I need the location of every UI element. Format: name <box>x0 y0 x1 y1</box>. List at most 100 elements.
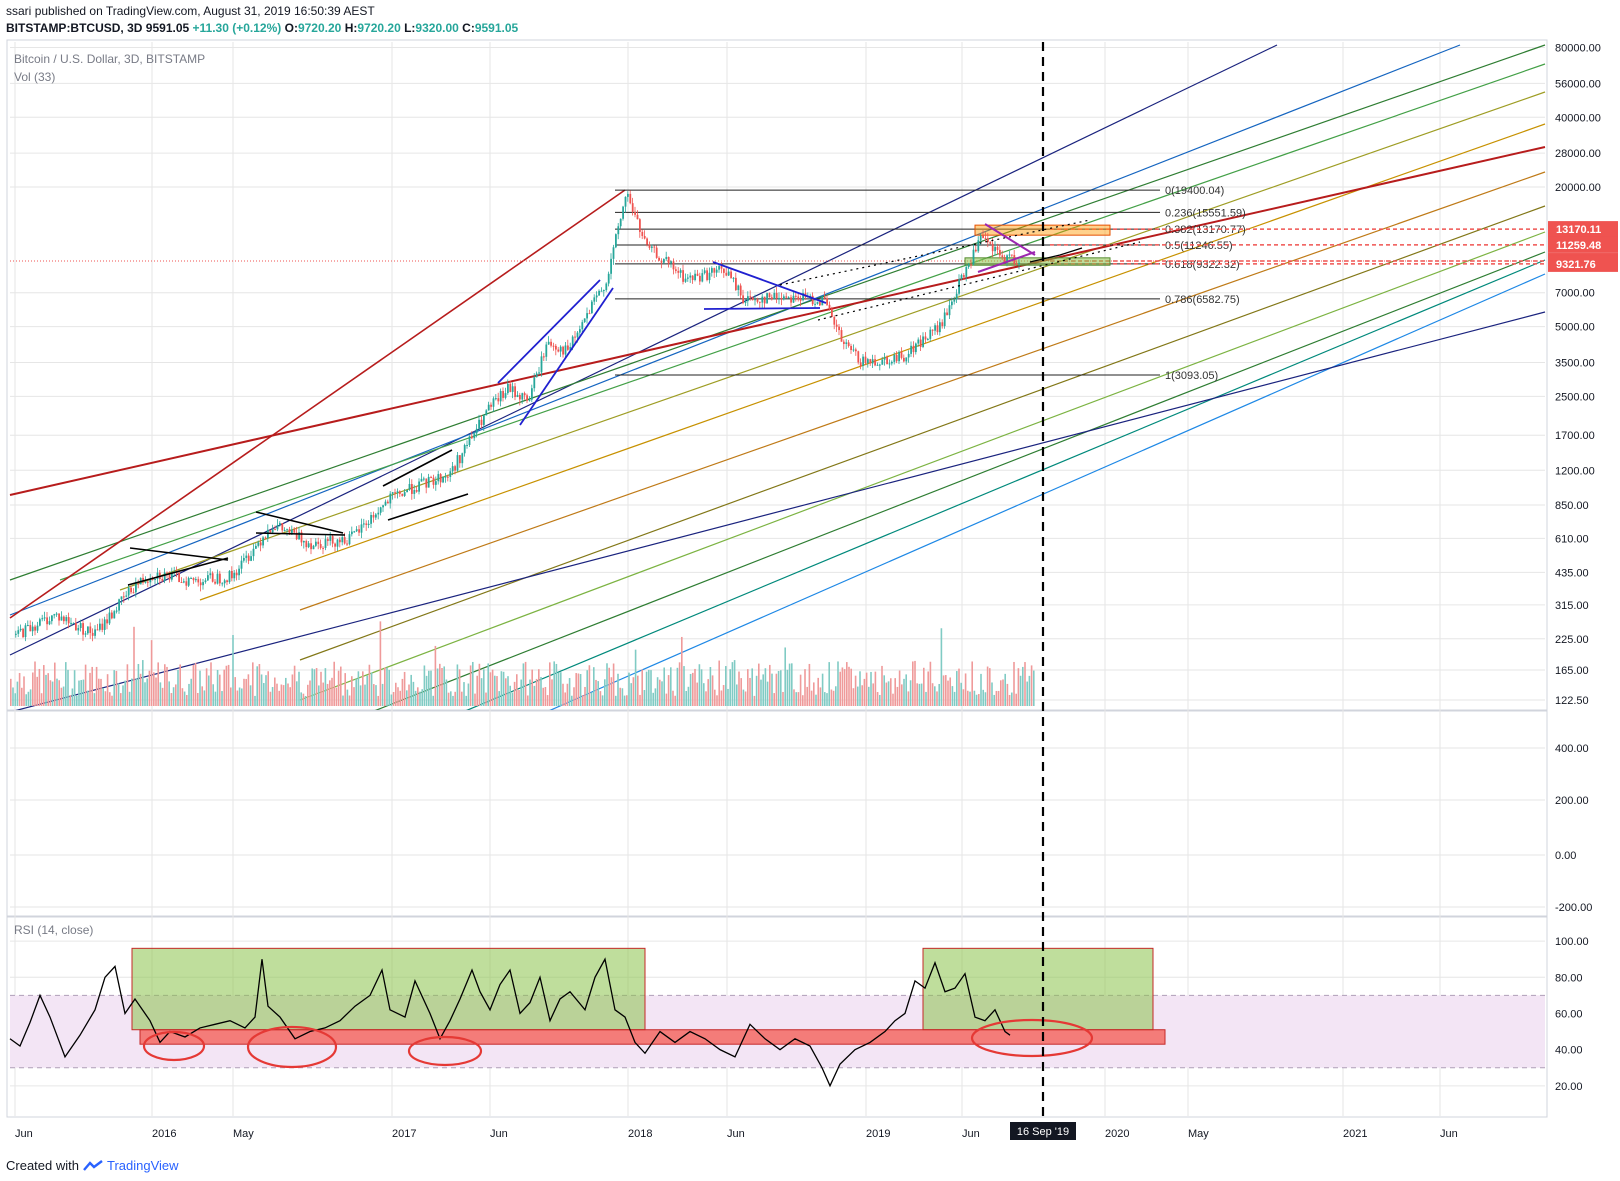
volume-bar <box>885 682 888 706</box>
candle-body <box>219 573 221 584</box>
publish-info: published on TradingView.com, August 31,… <box>34 4 375 18</box>
volume-bar <box>491 669 494 706</box>
fan-line <box>119 91 1546 591</box>
price-tick-label: 1200.00 <box>1555 465 1595 477</box>
publisher-name[interactable]: ssari <box>6 4 32 18</box>
candle-body <box>543 356 545 358</box>
volume-bar <box>434 645 437 706</box>
volume-bar <box>122 685 124 706</box>
volume-bar <box>10 678 12 706</box>
candle-body <box>420 478 423 482</box>
price-change: +11.30 (+0.12%) <box>192 21 282 35</box>
volume-bar <box>441 668 443 706</box>
tradingview-link[interactable]: TradingView <box>106 1158 179 1173</box>
price-tag <box>1548 221 1618 238</box>
volume-bar <box>568 678 571 706</box>
candle-body <box>53 614 56 616</box>
candle-body <box>939 322 941 333</box>
volume-bar <box>58 680 60 706</box>
volume-bar <box>733 660 736 706</box>
volume-bar <box>582 695 584 706</box>
volume-bar <box>478 663 481 706</box>
candle-body <box>583 318 586 323</box>
volume-bar <box>430 670 432 706</box>
candle-body <box>99 623 101 630</box>
volume-bar <box>645 671 648 706</box>
volume-bar <box>707 679 709 706</box>
rsi-tick-label: 60.00 <box>1555 1008 1583 1020</box>
volume-bar <box>687 686 690 706</box>
volume-bar <box>49 680 52 706</box>
mid-panel[interactable] <box>6 710 1548 917</box>
volume-bar <box>324 668 327 706</box>
candle-body <box>562 346 564 355</box>
time-tick-label: May <box>233 1128 254 1140</box>
candle-body <box>120 596 123 600</box>
volume-bar <box>566 683 569 706</box>
volume-bar <box>810 690 813 706</box>
volume-bar <box>993 694 995 706</box>
volume-bar <box>632 677 635 706</box>
volume-bar <box>256 666 258 706</box>
price-tick-label: 80000.00 <box>1555 42 1601 54</box>
candle-body <box>286 529 288 531</box>
fib-label: 0.786(6582.75) <box>1165 294 1240 306</box>
volume-bar <box>883 675 885 706</box>
candle-body <box>502 390 504 398</box>
candle-body <box>694 273 696 281</box>
symbol-label: BITSTAMP:BTCUSD, 3D <box>6 21 143 35</box>
candle-body <box>485 410 488 416</box>
volume-bar <box>298 671 300 706</box>
volume-bar <box>513 681 516 706</box>
volume-bar <box>450 691 452 706</box>
candle-body <box>682 270 684 282</box>
candle-body <box>859 362 862 366</box>
candle-body <box>550 341 552 346</box>
rsi-highlight-circle <box>407 1035 483 1067</box>
candle-body <box>895 354 898 362</box>
volume-bar <box>672 690 674 706</box>
candle-body <box>195 579 197 581</box>
candle-body <box>243 557 245 561</box>
candle-body <box>571 336 574 347</box>
footer: Created with TradingView <box>6 1158 179 1173</box>
volume-bar <box>337 670 340 706</box>
volume-bar <box>711 675 714 706</box>
volume-bar <box>410 674 412 706</box>
volume-bar <box>542 687 544 706</box>
volume-bar <box>1015 693 1017 706</box>
price-tag-label: 11259.48 <box>1556 240 1601 252</box>
candle-body <box>1008 254 1011 256</box>
volume-bar <box>397 687 399 706</box>
candle-body <box>869 359 872 364</box>
candle-body <box>235 572 238 576</box>
candle-body <box>816 301 819 304</box>
volume-bar <box>692 672 694 706</box>
volume-bar <box>203 690 206 706</box>
fib-label: 0(19400.04) <box>1165 185 1224 197</box>
volume-bar <box>379 621 382 706</box>
candle-body <box>747 296 749 302</box>
candle-body <box>295 532 298 540</box>
volume-bar <box>34 661 36 706</box>
volume-bar <box>439 663 441 706</box>
volume-bar <box>14 693 16 706</box>
candle-body <box>802 293 804 301</box>
volume-bar <box>247 674 250 706</box>
volume-bar <box>784 647 786 706</box>
volume-bar <box>727 688 729 706</box>
volume-bar <box>535 678 538 706</box>
candle-body <box>132 592 135 594</box>
volume-bar <box>25 694 27 706</box>
candle-body <box>811 295 814 305</box>
candle-body <box>415 490 418 492</box>
candle-body <box>130 587 132 593</box>
volume-bar <box>588 665 591 706</box>
candle-body <box>862 356 864 366</box>
candle-body <box>499 390 502 402</box>
volume-bar <box>522 663 525 706</box>
time-tick-label: 2021 <box>1343 1128 1367 1140</box>
volume-bar <box>117 683 120 706</box>
volume-bar <box>780 670 782 706</box>
